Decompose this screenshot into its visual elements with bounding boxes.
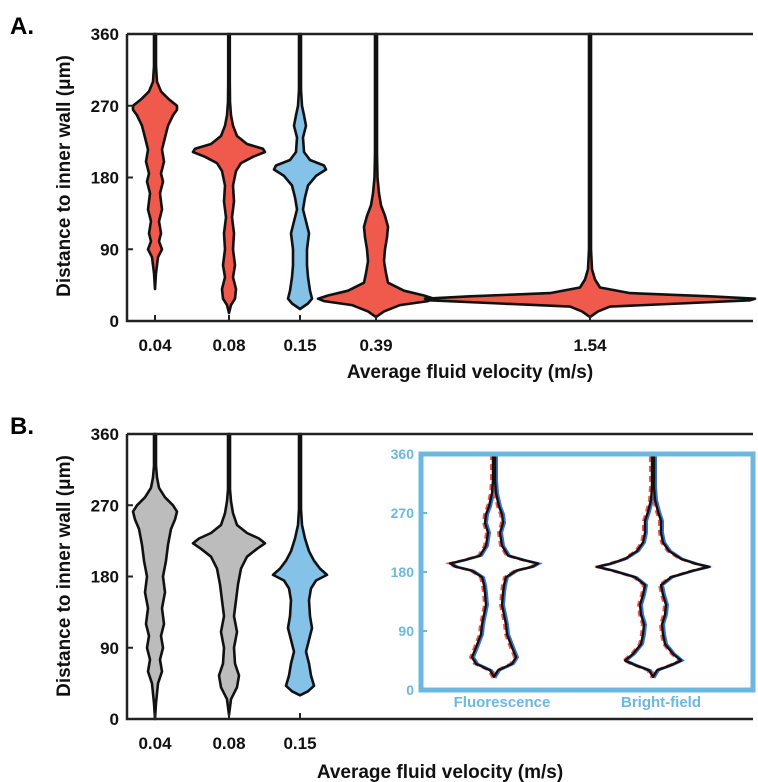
- panel-a-xlabel: Average fluid velocity (m/s): [347, 362, 593, 383]
- panel-b-ylabel: Distance to inner wall (μm): [54, 455, 75, 697]
- panel-b-xtick-label: 0.08: [212, 734, 245, 753]
- panel-a-ylabel: Distance to inner wall (μm): [54, 55, 75, 297]
- panel-b-ytick-label: 90: [100, 639, 119, 658]
- inset-category-label: Fluorescence: [454, 694, 551, 711]
- panel-b-violin-0_08: [191, 432, 267, 717]
- panel-b-ytick-label: 270: [91, 496, 119, 515]
- inset-ytick-label: 180: [391, 564, 415, 580]
- panel-a-violins: [131, 32, 757, 319]
- panel-b-violin-0_15: [271, 432, 329, 697]
- panel-b-violins: [131, 432, 329, 721]
- panel-a-violin-0_08: [191, 32, 267, 315]
- panel-a-ytick-label: 90: [100, 240, 119, 259]
- panel-b-xlabel: Average fluid velocity (m/s): [317, 762, 563, 782]
- inset-chart: 0 90 180 270 360 Fluorescence Bright-field: [391, 446, 756, 711]
- inset-ytick-label: 90: [398, 623, 414, 639]
- inset-violin-fluorescence: [448, 456, 540, 679]
- panel-a-ytick-label: 360: [91, 25, 119, 44]
- inset-ytick-label: 360: [391, 446, 415, 462]
- panel-a-axes: 0 90 180 270 360 0.04 0.08 0.15 0.39 1.54: [91, 25, 753, 355]
- panel-b-axes: 0 90 180 270 360 0.04 0.08 0.15: [91, 425, 753, 753]
- inset-ytick-label: 0: [406, 682, 414, 698]
- panel-b-label: B.: [10, 413, 34, 440]
- panel-a-xtick-label: 0.15: [283, 336, 316, 355]
- panel-b-xtick-label: 0.15: [283, 734, 316, 753]
- panel-b-ytick-label: 0: [110, 710, 119, 729]
- panel-b-ytick-label: 360: [91, 425, 119, 444]
- panel-a-xtick-label: 0.04: [138, 336, 172, 355]
- panel-a-violin-1_54: [423, 32, 757, 319]
- panel-a-xtick-label: 1.54: [573, 336, 607, 355]
- panel-a: A. 0 90 180 270 360 0.04 0.08 0.15 0.39 1.54 Aver…: [10, 13, 757, 383]
- panel-a-violin-0_39: [316, 32, 436, 319]
- inset-violin-bright-field: [595, 456, 711, 679]
- panel-b-violin-0_04: [131, 432, 179, 721]
- panel-a-ytick-label: 180: [91, 169, 119, 188]
- panel-b-ytick-label: 180: [91, 568, 119, 587]
- panel-b-xtick-label: 0.04: [138, 734, 172, 753]
- inset-ytick-label: 270: [391, 505, 415, 521]
- inset-category-label: Bright-field: [621, 694, 701, 711]
- panel-a-violin-0_15: [272, 32, 328, 311]
- panel-a-violin-0_04: [131, 32, 179, 291]
- panel-a-ytick-label: 270: [91, 97, 119, 116]
- panel-a-xtick-label: 0.39: [359, 336, 392, 355]
- panel-a-xtick-label: 0.08: [212, 336, 245, 355]
- panel-b: B. 0 90 180 270 360 0.04 0.08 0.15 Average flui…: [10, 413, 756, 782]
- panel-a-axes-frame: [125, 32, 753, 323]
- panel-a-label: A.: [10, 13, 34, 40]
- panel-a-ytick-label: 0: [110, 312, 119, 331]
